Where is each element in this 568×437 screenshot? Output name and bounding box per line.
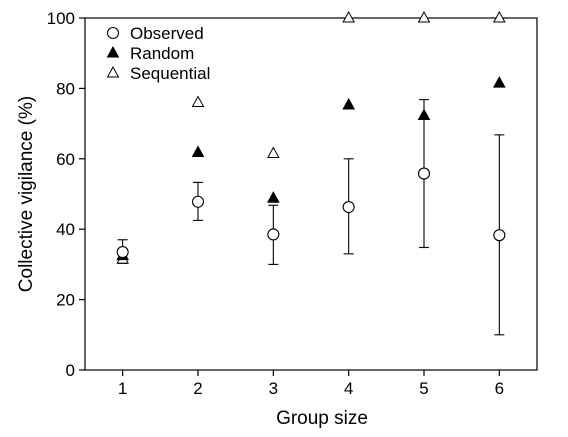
plot-frame <box>84 17 538 371</box>
y-tick-label: 0 <box>66 361 75 380</box>
observed-point <box>267 228 280 241</box>
observed-point <box>116 246 129 259</box>
x-tick-label: 2 <box>193 379 202 398</box>
y-tick-label: 40 <box>56 220 75 239</box>
legend-label-sequential: Sequential <box>130 64 210 83</box>
random-point <box>492 76 506 88</box>
legend-label-random: Random <box>130 44 194 63</box>
x-tick-label: 6 <box>495 379 504 398</box>
sequential-point <box>266 146 280 159</box>
observed-point <box>342 200 355 214</box>
x-tick-label: 1 <box>118 379 127 398</box>
data-markers <box>116 10 506 264</box>
random-point <box>417 108 431 121</box>
sequential-point <box>492 10 506 23</box>
x-tick-label: 4 <box>344 379 353 398</box>
random-point <box>266 191 280 203</box>
y-tick-label: 80 <box>56 79 75 98</box>
x-axis-label: Group size <box>276 408 368 429</box>
legend-marker-random <box>106 45 120 58</box>
sequential-point <box>191 95 205 107</box>
sequential-point <box>417 10 431 23</box>
y-axis-label: Collective vigilance (%) <box>16 96 37 292</box>
error-bars <box>117 99 505 336</box>
legend-marker-observed <box>106 26 120 40</box>
sequential-point <box>342 10 356 23</box>
x-tick-label: 3 <box>269 379 278 398</box>
y-tick-label: 20 <box>56 291 75 310</box>
observed-point <box>493 229 506 242</box>
random-point <box>342 97 356 110</box>
legend-marker-sequential <box>106 65 120 78</box>
y-tick-label: 100 <box>47 9 75 28</box>
random-point <box>191 145 205 157</box>
x-tick-label: 5 <box>419 379 428 398</box>
observed-point <box>191 195 205 208</box>
y-tick-label: 60 <box>56 150 75 169</box>
legend-label-observed: Observed <box>130 24 204 43</box>
axes: 0 20 40 60 80 100 1 2 3 4 5 6 <box>47 9 538 398</box>
observed-point <box>417 167 431 180</box>
